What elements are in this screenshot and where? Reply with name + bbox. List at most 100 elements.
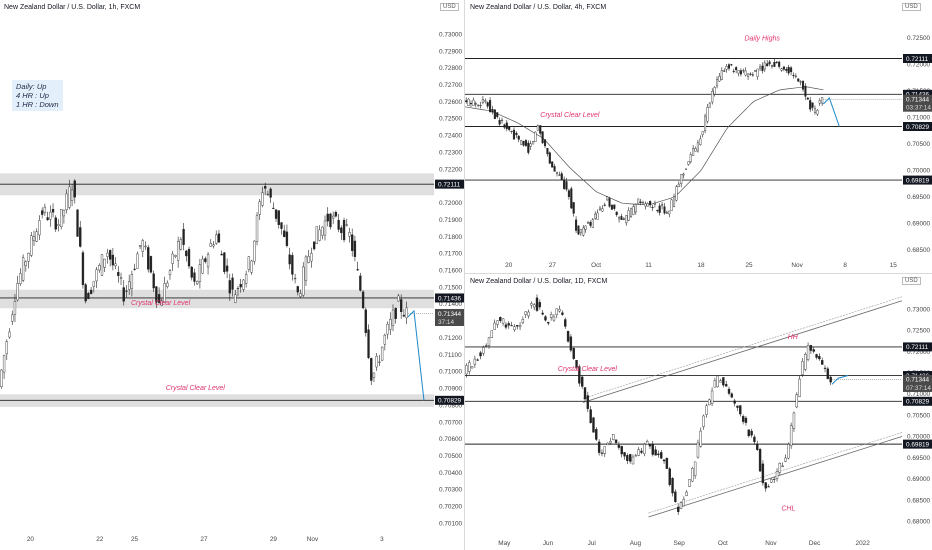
candle-body: [515, 132, 518, 136]
candle-body: [778, 463, 782, 473]
candle-body: [553, 166, 556, 172]
candle-body: [255, 215, 259, 242]
candle-body: [702, 415, 705, 427]
level-price-tag: [903, 54, 932, 64]
candle-body: [618, 217, 621, 220]
projection-arrow: [822, 97, 840, 127]
currency-badge-1h[interactable]: USD: [440, 3, 459, 11]
candle-body: [609, 441, 612, 444]
candle-body: [103, 258, 106, 268]
candle-body: [565, 181, 568, 190]
candle-body: [517, 135, 520, 140]
x-tick-label: 22: [96, 536, 104, 543]
candle-body: [794, 75, 797, 77]
candle-body: [296, 286, 299, 293]
countdown-label: 03:37:14: [906, 105, 931, 112]
candle-body: [361, 291, 365, 309]
candle-body: [43, 206, 47, 213]
currency-badge-4h[interactable]: USD: [902, 3, 921, 11]
y-tick-label: 0.68000: [907, 518, 931, 525]
y-tick-label: 0.72400: [439, 133, 463, 140]
candle-body: [182, 228, 185, 245]
candle-body: [658, 205, 661, 213]
candle-body: [651, 207, 654, 209]
candle-body: [722, 377, 725, 386]
candle-body: [277, 210, 280, 225]
channel-line: [582, 300, 903, 403]
chart-panel-1h[interactable]: New Zealand Dollar / U.S. Dollar, 1h, FX…: [0, 0, 464, 550]
candle-body: [472, 99, 475, 106]
candle-body: [321, 226, 324, 236]
candle-body: [532, 304, 536, 308]
candle-body: [244, 274, 248, 284]
candle-body: [767, 486, 770, 488]
y-tick-label: 0.71100: [439, 352, 462, 359]
level-price-label: 0.70829: [906, 124, 930, 131]
candle-body: [171, 253, 174, 264]
candle-body: [372, 372, 376, 378]
candle-body: [79, 227, 82, 247]
candle-body: [627, 210, 630, 221]
candle-body: [682, 173, 685, 176]
moving-average-line: [465, 86, 824, 206]
candle-body: [644, 203, 647, 207]
candle-body: [567, 190, 570, 197]
x-tick-label: Sep: [673, 540, 685, 547]
y-tick-label: 0.69000: [907, 476, 931, 483]
candle-body: [739, 70, 742, 75]
trend-daily: Daily: Up: [16, 82, 47, 91]
candle-body: [764, 482, 767, 489]
currency-badge-1d[interactable]: USD: [902, 277, 921, 285]
y-tick-label: 0.72500: [907, 35, 931, 42]
candle-body: [345, 224, 348, 226]
candle-body: [499, 316, 502, 321]
candle-body: [332, 215, 335, 219]
candle-body: [761, 463, 765, 484]
y-tick-label: 0.72000: [907, 62, 931, 69]
chart-panel-4h[interactable]: New Zealand Dollar / U.S. Dollar, 4h, FX…: [465, 0, 932, 273]
candle-body: [732, 70, 735, 72]
candle-body: [623, 452, 626, 457]
y-tick-label: 0.71600: [439, 268, 463, 275]
candle-body: [736, 405, 739, 408]
candle-body: [190, 266, 193, 278]
candle-body: [60, 209, 63, 227]
candle-body: [569, 336, 573, 351]
candle-body: [5, 341, 8, 355]
candle-body: [541, 131, 544, 144]
candle-body: [543, 139, 547, 147]
candle-body: [689, 154, 692, 163]
candle-body: [482, 347, 485, 354]
candle-body: [715, 79, 719, 87]
candle-body: [809, 100, 812, 110]
candle-body: [654, 449, 657, 456]
candle-body: [498, 119, 501, 125]
candle-body: [806, 97, 809, 100]
x-tick-label: May: [498, 540, 511, 547]
candle-body: [758, 66, 762, 69]
candle-body: [804, 85, 807, 97]
candle-body: [193, 272, 196, 282]
chart-panel-1d[interactable]: New Zealand Dollar / U.S. Dollar, 1D, FX…: [465, 274, 932, 550]
candle-body: [16, 283, 19, 301]
candle-body: [691, 467, 694, 482]
candle-body: [710, 390, 714, 404]
candle-body: [280, 222, 283, 229]
candle-body: [465, 100, 468, 103]
candle-body: [30, 235, 33, 256]
candle-body: [677, 183, 680, 187]
candle-body: [651, 443, 654, 455]
candle-body: [138, 245, 142, 247]
candle-body: [166, 282, 169, 288]
candle-body: [405, 307, 408, 319]
candle-body: [719, 380, 722, 383]
candle-body: [484, 345, 488, 347]
candle-body: [813, 108, 817, 113]
trend-1hr: 1 HR : Down: [16, 100, 59, 109]
candle-body: [356, 269, 359, 271]
current-price-label: 0.71344: [906, 377, 930, 384]
candle-body: [566, 331, 570, 342]
candle-body: [70, 189, 74, 201]
chart-title-1d: New Zealand Dollar / U.S. Dollar, 1D, FX…: [470, 278, 608, 285]
level-price-tag: [435, 395, 464, 405]
